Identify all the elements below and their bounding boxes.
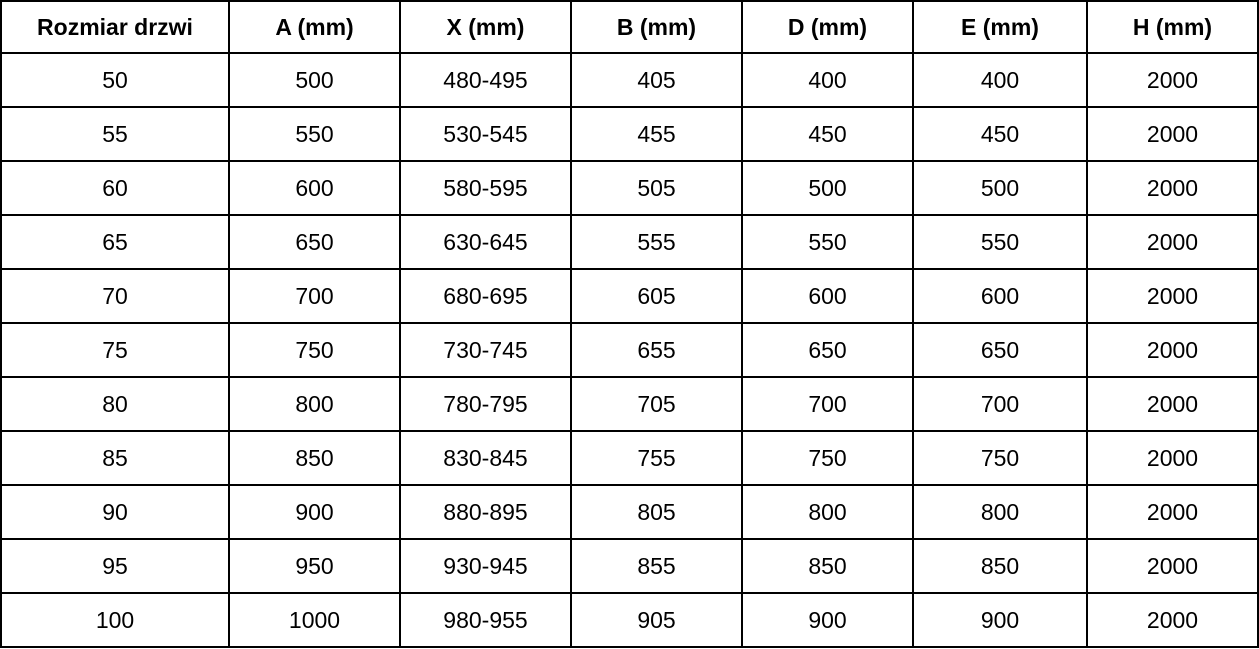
- cell-x: 880-895: [399, 484, 572, 540]
- cell-d: 600: [741, 268, 914, 324]
- table-row: 65 650 630-645 555 550 550 2000: [0, 214, 1259, 270]
- cell-b: 855: [570, 538, 743, 594]
- cell-rozmiar: 50: [0, 52, 230, 108]
- cell-d: 850: [741, 538, 914, 594]
- cell-h: 2000: [1086, 484, 1259, 540]
- cell-e: 550: [912, 214, 1088, 270]
- table-row: 90 900 880-895 805 800 800 2000: [0, 484, 1259, 540]
- table-row: 75 750 730-745 655 650 650 2000: [0, 322, 1259, 378]
- cell-x: 530-545: [399, 106, 572, 162]
- column-header-x-mm: X (mm): [399, 0, 572, 54]
- table-row: 100 1000 980-955 905 900 900 2000: [0, 592, 1259, 648]
- table-row: 70 700 680-695 605 600 600 2000: [0, 268, 1259, 324]
- cell-h: 2000: [1086, 268, 1259, 324]
- cell-a: 950: [228, 538, 401, 594]
- cell-d: 700: [741, 376, 914, 432]
- cell-h: 2000: [1086, 322, 1259, 378]
- cell-h: 2000: [1086, 214, 1259, 270]
- cell-e: 650: [912, 322, 1088, 378]
- table-row: 50 500 480-495 405 400 400 2000: [0, 52, 1259, 108]
- cell-x: 480-495: [399, 52, 572, 108]
- cell-d: 650: [741, 322, 914, 378]
- cell-rozmiar: 85: [0, 430, 230, 486]
- cell-h: 2000: [1086, 376, 1259, 432]
- cell-h: 2000: [1086, 160, 1259, 216]
- cell-h: 2000: [1086, 538, 1259, 594]
- cell-x: 680-695: [399, 268, 572, 324]
- table-row: 95 950 930-945 855 850 850 2000: [0, 538, 1259, 594]
- cell-x: 630-645: [399, 214, 572, 270]
- cell-x: 830-845: [399, 430, 572, 486]
- cell-h: 2000: [1086, 430, 1259, 486]
- cell-rozmiar: 95: [0, 538, 230, 594]
- cell-d: 550: [741, 214, 914, 270]
- cell-e: 500: [912, 160, 1088, 216]
- cell-d: 900: [741, 592, 914, 648]
- cell-x: 730-745: [399, 322, 572, 378]
- cell-h: 2000: [1086, 106, 1259, 162]
- header-row: Rozmiar drzwi A (mm) X (mm) B (mm) D (mm…: [0, 0, 1259, 54]
- table-row: 80 800 780-795 705 700 700 2000: [0, 376, 1259, 432]
- cell-b: 655: [570, 322, 743, 378]
- cell-e: 450: [912, 106, 1088, 162]
- cell-e: 600: [912, 268, 1088, 324]
- cell-e: 800: [912, 484, 1088, 540]
- column-header-h-mm: H (mm): [1086, 0, 1259, 54]
- cell-b: 555: [570, 214, 743, 270]
- cell-d: 800: [741, 484, 914, 540]
- cell-rozmiar: 65: [0, 214, 230, 270]
- cell-a: 700: [228, 268, 401, 324]
- cell-rozmiar: 100: [0, 592, 230, 648]
- cell-rozmiar: 90: [0, 484, 230, 540]
- cell-b: 455: [570, 106, 743, 162]
- column-header-d-mm: D (mm): [741, 0, 914, 54]
- column-header-e-mm: E (mm): [912, 0, 1088, 54]
- cell-a: 750: [228, 322, 401, 378]
- cell-b: 605: [570, 268, 743, 324]
- cell-rozmiar: 75: [0, 322, 230, 378]
- cell-x: 980-955: [399, 592, 572, 648]
- cell-b: 805: [570, 484, 743, 540]
- cell-b: 705: [570, 376, 743, 432]
- cell-e: 700: [912, 376, 1088, 432]
- cell-e: 400: [912, 52, 1088, 108]
- cell-b: 505: [570, 160, 743, 216]
- cell-a: 600: [228, 160, 401, 216]
- cell-rozmiar: 70: [0, 268, 230, 324]
- cell-a: 850: [228, 430, 401, 486]
- cell-rozmiar: 80: [0, 376, 230, 432]
- cell-e: 850: [912, 538, 1088, 594]
- cell-rozmiar: 60: [0, 160, 230, 216]
- table-row: 55 550 530-545 455 450 450 2000: [0, 106, 1259, 162]
- cell-b: 755: [570, 430, 743, 486]
- cell-x: 930-945: [399, 538, 572, 594]
- column-header-rozmiar-drzwi: Rozmiar drzwi: [0, 0, 230, 54]
- cell-d: 450: [741, 106, 914, 162]
- cell-a: 900: [228, 484, 401, 540]
- cell-x: 580-595: [399, 160, 572, 216]
- cell-d: 500: [741, 160, 914, 216]
- cell-b: 905: [570, 592, 743, 648]
- column-header-b-mm: B (mm): [570, 0, 743, 54]
- cell-x: 780-795: [399, 376, 572, 432]
- cell-a: 650: [228, 214, 401, 270]
- cell-e: 900: [912, 592, 1088, 648]
- cell-h: 2000: [1086, 592, 1259, 648]
- cell-d: 400: [741, 52, 914, 108]
- cell-rozmiar: 55: [0, 106, 230, 162]
- cell-d: 750: [741, 430, 914, 486]
- cell-a: 500: [228, 52, 401, 108]
- cell-h: 2000: [1086, 52, 1259, 108]
- table-row: 60 600 580-595 505 500 500 2000: [0, 160, 1259, 216]
- cell-b: 405: [570, 52, 743, 108]
- table-row: 85 850 830-845 755 750 750 2000: [0, 430, 1259, 486]
- cell-a: 550: [228, 106, 401, 162]
- cell-a: 1000: [228, 592, 401, 648]
- cell-e: 750: [912, 430, 1088, 486]
- cell-a: 800: [228, 376, 401, 432]
- column-header-a-mm: A (mm): [228, 0, 401, 54]
